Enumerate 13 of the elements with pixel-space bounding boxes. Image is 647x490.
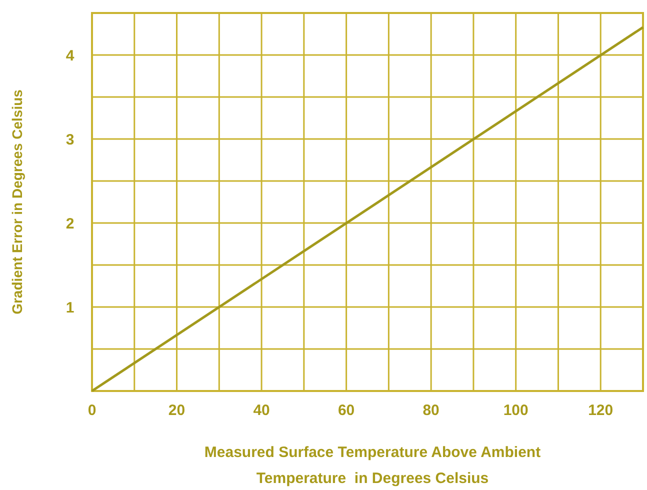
x-tick-label: 100 (503, 402, 528, 419)
x-tick-label: 40 (253, 402, 270, 419)
x-tick-label: 60 (338, 402, 355, 419)
x-axis-title: Measured Surface Temperature Above Ambient Temperature in Degrees Celsius (204, 444, 541, 487)
y-tick-label: 3 (66, 131, 74, 148)
x-tick-label: 120 (588, 402, 614, 419)
x-tick-label: 80 (422, 402, 440, 419)
y-axis-title: Gradient Error in Degrees Celsius (9, 89, 25, 314)
y-tick-label: 1 (66, 299, 74, 316)
y-tick-label: 2 (66, 215, 74, 232)
y-tick-label: 4 (66, 47, 75, 64)
x-tick-label: 20 (168, 402, 186, 419)
x-tick-label: 0 (88, 402, 96, 419)
